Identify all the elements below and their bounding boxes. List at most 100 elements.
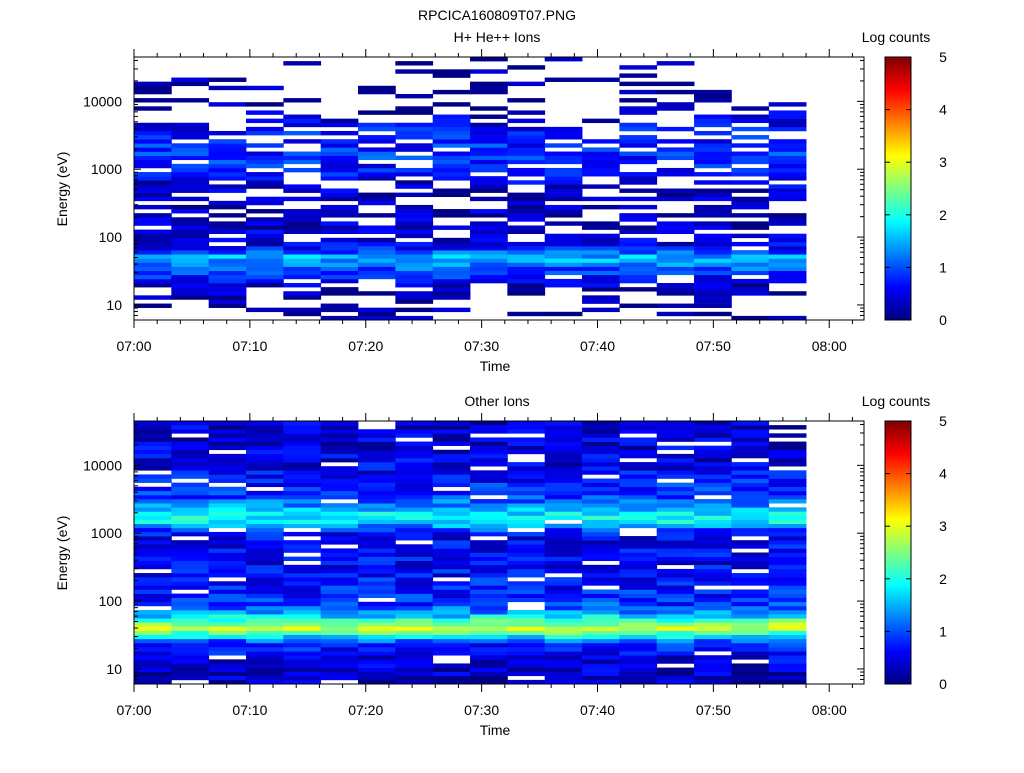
heatmap-cell — [432, 494, 471, 500]
heatmap-cell — [768, 671, 807, 677]
heatmap-cell — [171, 196, 210, 202]
heatmap-cell — [619, 258, 658, 263]
heatmap-cell — [619, 536, 658, 541]
heatmap-cell — [171, 122, 210, 128]
heatmap-cell — [395, 470, 434, 475]
heatmap-cell — [283, 266, 322, 271]
heatmap-cell — [656, 266, 695, 271]
heatmap-cell — [768, 638, 807, 644]
heatmap-cell — [544, 552, 583, 557]
heatmap-cell — [619, 523, 658, 529]
heatmap-cell — [507, 311, 546, 317]
heatmap-cell — [768, 262, 807, 267]
heatmap-cell — [582, 278, 620, 284]
heatmap-cell — [246, 544, 284, 549]
heatmap-cell — [134, 478, 172, 483]
heatmap-cell — [432, 552, 471, 557]
heatmap-cell — [731, 213, 770, 218]
colorbar-tick-label: 0 — [939, 312, 947, 328]
heatmap-cell — [208, 283, 247, 288]
heatmap-cell — [171, 515, 210, 520]
heatmap-cell — [544, 213, 583, 218]
heatmap-cell — [208, 540, 247, 545]
colorbar-bottom-gradient — [884, 420, 912, 685]
heatmap-cell — [507, 647, 546, 652]
heatmap-cell — [582, 593, 620, 598]
heatmap-cell — [171, 262, 210, 267]
heatmap-cell — [507, 262, 546, 267]
heatmap-cell — [283, 130, 322, 136]
heatmap-cell — [619, 577, 658, 582]
heatmap-cell — [134, 577, 172, 582]
heatmap-cell — [694, 626, 732, 631]
heatmap-cell — [656, 511, 695, 516]
heatmap-cell — [171, 507, 210, 512]
heatmap-cell — [134, 581, 172, 586]
heatmap-cell — [768, 556, 807, 562]
heatmap-cell — [320, 577, 359, 582]
heatmap-cell — [171, 610, 210, 615]
heatmap-cell — [470, 147, 508, 152]
heatmap-cell — [320, 507, 359, 512]
heatmap-cell — [432, 482, 471, 488]
heatmap-cell — [544, 499, 583, 504]
heatmap-cell — [768, 601, 807, 607]
heatmap-cell — [358, 246, 396, 251]
heatmap-cell — [208, 254, 247, 259]
heatmap-cell — [619, 266, 658, 271]
heatmap-cell — [134, 213, 172, 218]
heatmap-cell — [358, 462, 396, 467]
heatmap-cell — [656, 519, 695, 525]
heatmap-cell — [507, 659, 546, 664]
heatmap-cell — [432, 642, 471, 648]
heatmap-cell — [731, 647, 770, 652]
heatmap-cell — [171, 540, 210, 545]
heatmap-cell — [731, 445, 770, 451]
heatmap-cell — [432, 151, 471, 156]
heatmap-cell — [283, 585, 322, 590]
heatmap-cell — [208, 679, 247, 684]
heatmap-cell — [283, 61, 322, 66]
heatmap-cell — [208, 581, 247, 586]
heatmap-cell — [507, 258, 546, 263]
heatmap-cell — [731, 499, 770, 504]
heatmap-cell — [694, 519, 732, 525]
heatmap-cell — [731, 241, 770, 247]
heatmap-cell — [544, 659, 583, 664]
heatmap-cell — [395, 581, 434, 586]
heatmap-cell — [694, 143, 732, 148]
heatmap-cell — [470, 449, 508, 455]
heatmap-cell — [656, 188, 695, 193]
heatmap-cell — [656, 556, 695, 562]
heatmap-cell — [134, 634, 172, 640]
heatmap-cell — [432, 466, 471, 471]
y-tick-label: 10000 — [83, 93, 122, 109]
heatmap-cell — [544, 262, 583, 267]
heatmap-cell — [134, 437, 172, 442]
heatmap-cell — [171, 630, 210, 635]
heatmap-cell — [134, 536, 172, 541]
heatmap-cell — [582, 225, 620, 230]
heatmap-cell — [619, 241, 658, 247]
heatmap-cell — [283, 531, 322, 537]
heatmap-cell — [432, 425, 471, 430]
heatmap-cell — [656, 573, 695, 578]
heatmap-cell — [507, 204, 546, 210]
heatmap-cell — [619, 548, 658, 553]
heatmap-cell — [656, 647, 695, 652]
heatmap-cell — [246, 470, 284, 475]
heatmap-cell — [768, 499, 807, 504]
heatmap-cell — [768, 540, 807, 545]
heatmap-cell — [208, 507, 247, 512]
heatmap-cell — [507, 560, 546, 566]
heatmap-cell — [582, 307, 620, 313]
heatmap-cell — [134, 466, 172, 471]
heatmap-cell — [470, 581, 508, 586]
heatmap-cell — [768, 163, 807, 169]
heatmap-cell — [694, 213, 732, 218]
heatmap-cell — [544, 457, 583, 463]
heatmap-cell — [544, 536, 583, 541]
heatmap-cell — [619, 287, 658, 292]
heatmap-cell — [619, 98, 658, 103]
heatmap-cell — [134, 192, 172, 198]
